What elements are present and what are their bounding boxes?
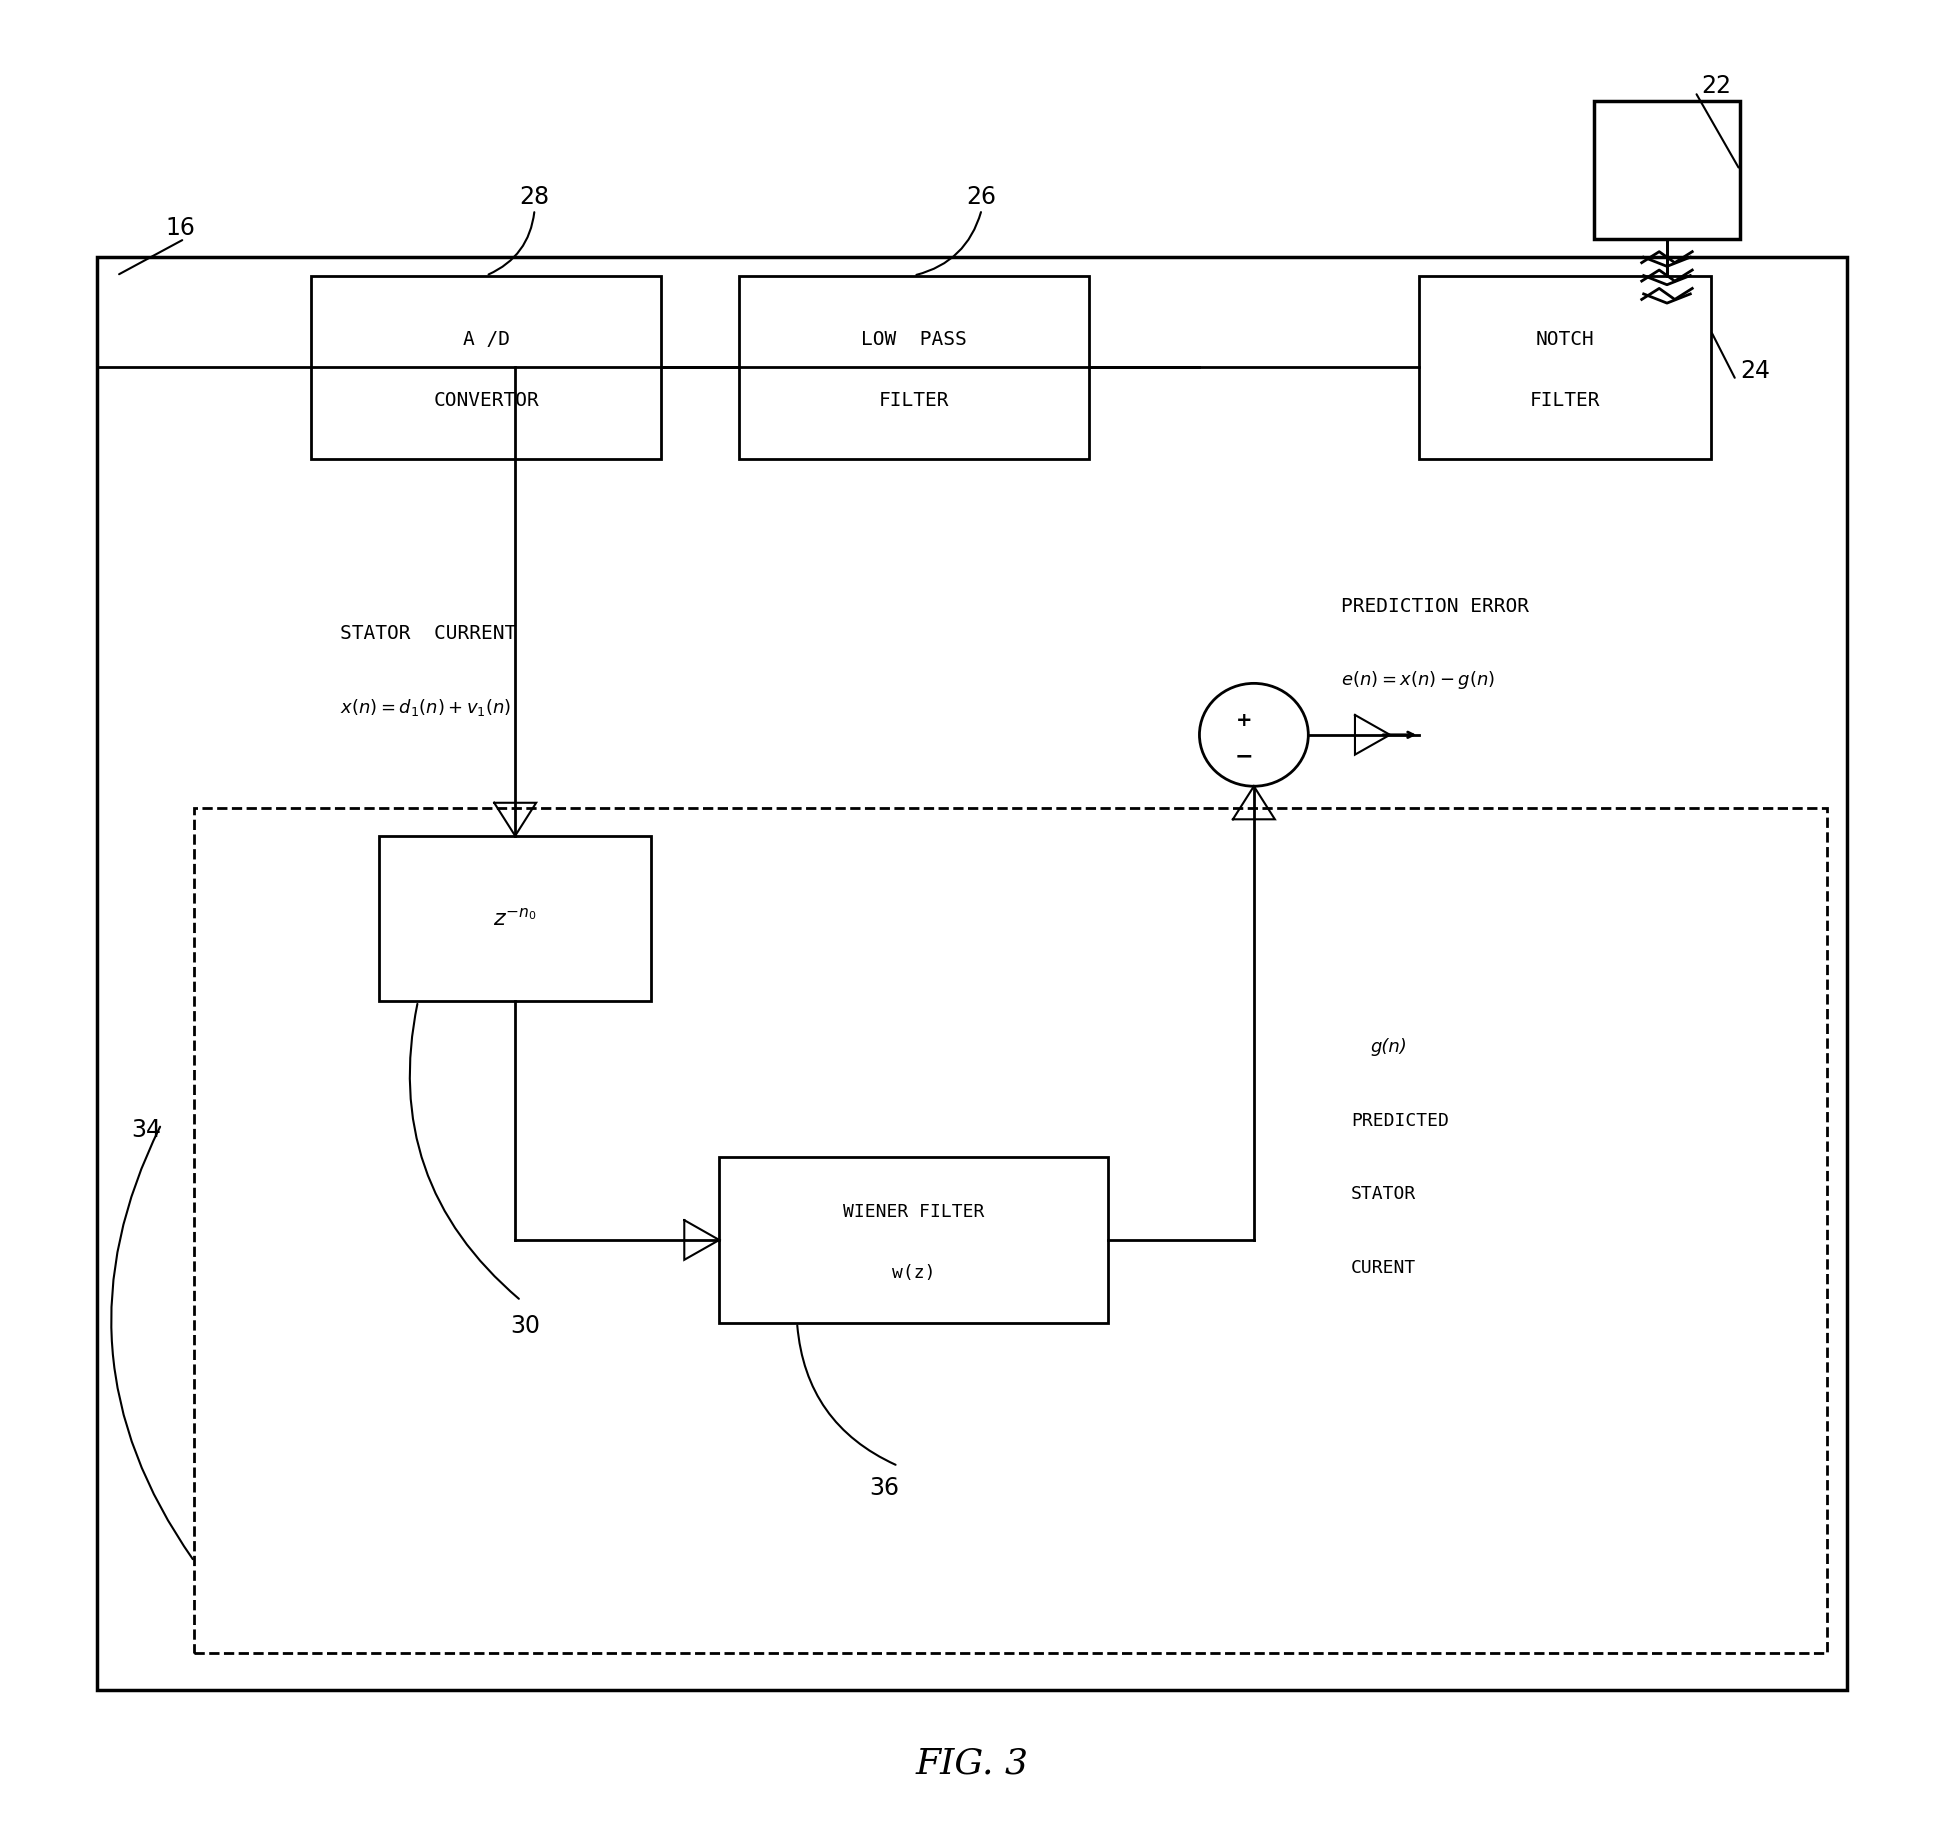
Text: NOTCH: NOTCH <box>1536 331 1594 349</box>
Text: +: + <box>1236 711 1252 729</box>
Text: STATOR  CURRENT: STATOR CURRENT <box>340 625 517 643</box>
Text: $z^{-n_0}$: $z^{-n_0}$ <box>494 907 537 930</box>
FancyBboxPatch shape <box>739 276 1089 459</box>
Text: $x(n)=d_1(n)+v_1(n)$: $x(n)=d_1(n)+v_1(n)$ <box>340 696 511 718</box>
Text: FILTER: FILTER <box>1530 391 1600 410</box>
Text: 36: 36 <box>869 1475 900 1501</box>
Text: STATOR: STATOR <box>1351 1185 1417 1203</box>
Text: PREDICTION ERROR: PREDICTION ERROR <box>1341 597 1530 615</box>
Text: FIG. 3: FIG. 3 <box>916 1747 1028 1780</box>
Text: $e(n)=x(n)-g(n)$: $e(n)=x(n)-g(n)$ <box>1341 669 1495 691</box>
FancyBboxPatch shape <box>1419 276 1711 459</box>
FancyBboxPatch shape <box>194 808 1827 1653</box>
FancyBboxPatch shape <box>379 836 651 1001</box>
Text: 34: 34 <box>130 1117 161 1143</box>
Text: 28: 28 <box>519 184 550 209</box>
Text: PREDICTED: PREDICTED <box>1351 1111 1448 1130</box>
FancyBboxPatch shape <box>1594 101 1740 239</box>
FancyBboxPatch shape <box>97 257 1847 1690</box>
Text: CONVERTOR: CONVERTOR <box>434 391 538 410</box>
Text: 26: 26 <box>966 184 997 209</box>
Text: CURENT: CURENT <box>1351 1258 1417 1277</box>
Text: A /D: A /D <box>463 331 509 349</box>
Text: −: − <box>1234 748 1254 766</box>
Text: 24: 24 <box>1740 358 1769 384</box>
Text: w(z): w(z) <box>892 1264 935 1282</box>
Text: FILTER: FILTER <box>879 391 949 410</box>
Text: 16: 16 <box>165 215 194 241</box>
Text: WIENER FILTER: WIENER FILTER <box>844 1203 984 1222</box>
Text: 30: 30 <box>509 1313 540 1339</box>
Text: g(n): g(n) <box>1371 1038 1407 1056</box>
FancyBboxPatch shape <box>719 1157 1108 1323</box>
FancyBboxPatch shape <box>311 276 661 459</box>
Text: 22: 22 <box>1701 73 1730 99</box>
Text: LOW  PASS: LOW PASS <box>861 331 966 349</box>
